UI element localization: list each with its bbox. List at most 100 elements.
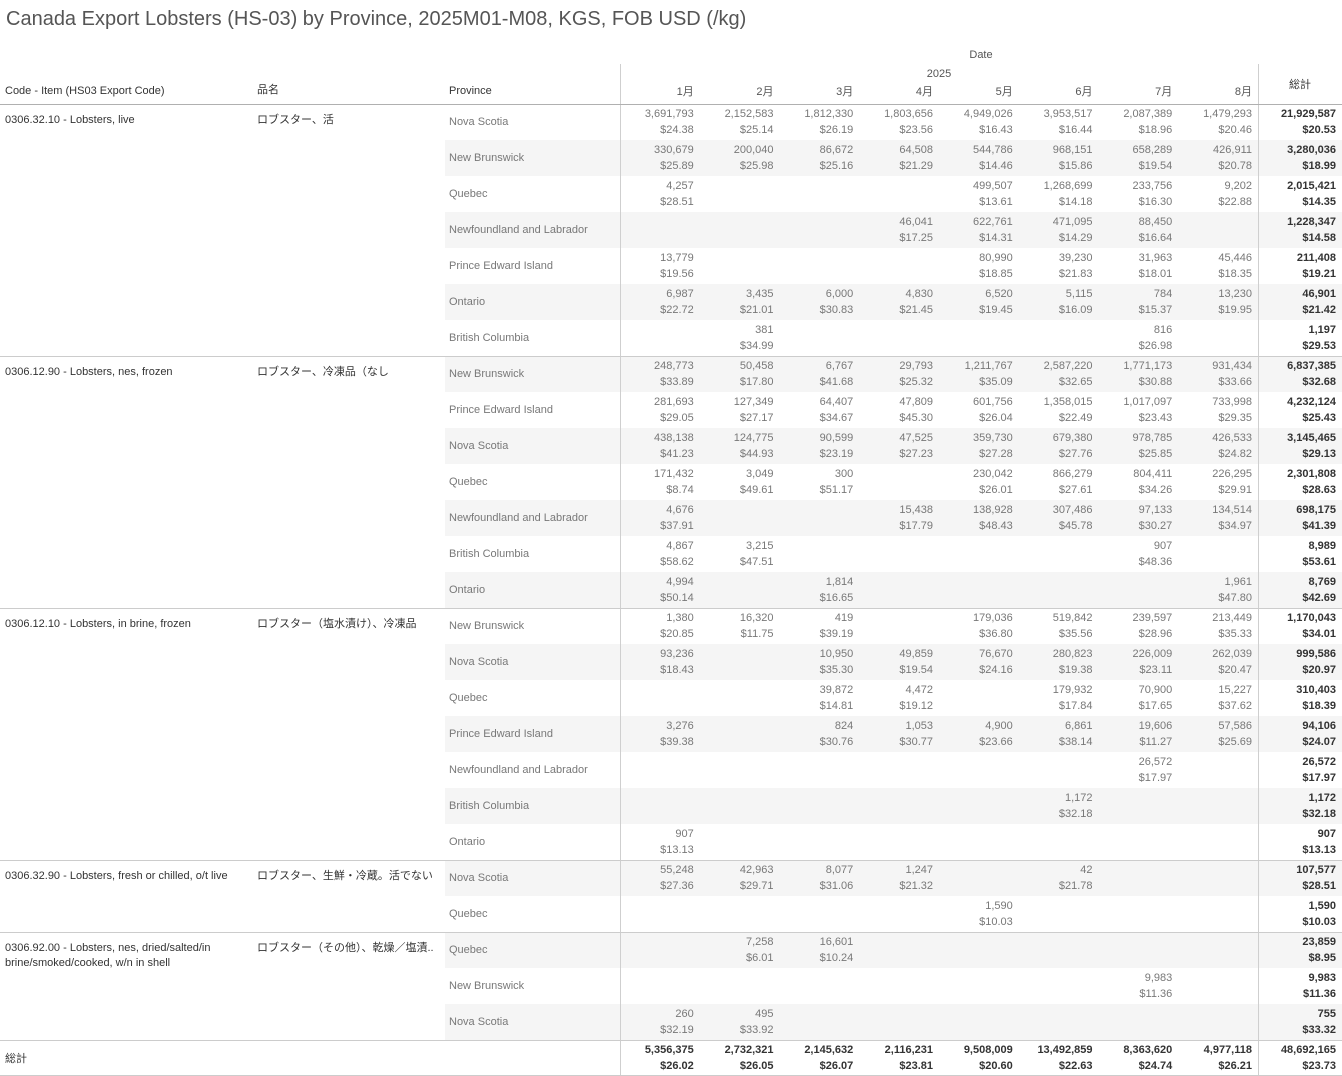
total-column-header[interactable]: 総計	[1289, 79, 1311, 91]
data-cell[interactable]: 213,449 $35.33	[1178, 608, 1258, 644]
data-cell[interactable]: 39,230 $21.83	[1019, 248, 1099, 284]
data-cell[interactable]: 1,812,330 $26.19	[780, 104, 860, 140]
data-cell[interactable]	[620, 752, 700, 788]
data-cell[interactable]	[859, 788, 939, 824]
data-cell[interactable]: 4,900 $23.66	[939, 716, 1019, 752]
row-total-cell[interactable]: 907 $13.13	[1258, 824, 1342, 860]
province-cell[interactable]: British Columbia	[449, 332, 530, 344]
row-total-cell[interactable]: 94,106 $24.07	[1258, 716, 1342, 752]
data-cell[interactable]	[1178, 212, 1258, 248]
data-cell[interactable]: 281,693 $29.05	[620, 392, 700, 428]
data-cell[interactable]: 3,435 $21.01	[699, 284, 780, 320]
data-cell[interactable]	[1019, 896, 1099, 932]
data-cell[interactable]	[859, 248, 939, 284]
data-cell[interactable]	[1178, 752, 1258, 788]
grand-total-cell[interactable]: 4,977,118 $26.21	[1178, 1040, 1258, 1076]
data-cell[interactable]	[700, 248, 780, 284]
data-cell[interactable]: 1,590 $10.03	[939, 896, 1019, 932]
data-cell[interactable]: 601,756 $26.04	[939, 392, 1019, 428]
data-cell[interactable]	[620, 968, 700, 1004]
data-cell[interactable]: 438,138 $41.23	[620, 428, 700, 464]
province-cell[interactable]: New Brunswick	[449, 980, 525, 992]
data-cell[interactable]: 10,950 $35.30	[779, 644, 860, 680]
data-cell[interactable]	[859, 1004, 939, 1040]
data-cell[interactable]: 6,767 $41.68	[779, 356, 860, 392]
data-cell[interactable]	[939, 536, 1019, 572]
data-cell[interactable]: 2,587,220 $32.65	[1018, 356, 1099, 392]
data-cell[interactable]: 3,276 $39.38	[620, 716, 700, 752]
data-cell[interactable]: 471,095 $14.29	[1018, 212, 1099, 248]
data-cell[interactable]: 15,438 $17.79	[859, 500, 939, 536]
data-cell[interactable]: 7,258 $6.01	[699, 932, 780, 968]
row-total-cell[interactable]: 46,901 $21.42	[1258, 284, 1342, 320]
month-header[interactable]: 5月	[995, 86, 1013, 98]
data-cell[interactable]: 519,842 $35.56	[1019, 608, 1099, 644]
grand-total-cell[interactable]: 8,363,620 $24.74	[1099, 1040, 1179, 1076]
data-cell[interactable]	[780, 536, 860, 572]
row-total-cell[interactable]: 755 $33.32	[1258, 1004, 1342, 1040]
data-cell[interactable]	[939, 320, 1019, 356]
data-cell[interactable]	[700, 968, 780, 1004]
row-total-cell[interactable]: 310,403 $18.39	[1258, 680, 1342, 716]
data-cell[interactable]	[779, 212, 860, 248]
province-cell[interactable]: Nova Scotia	[445, 428, 620, 464]
month-header[interactable]: 2月	[756, 86, 774, 98]
data-cell[interactable]: 88,450 $16.64	[1098, 212, 1179, 248]
data-cell[interactable]: 64,508 $21.29	[859, 140, 939, 176]
data-cell[interactable]: 42 $21.78	[1018, 860, 1099, 896]
row-total-cell[interactable]: 3,280,036 $18.99	[1258, 140, 1342, 176]
data-cell[interactable]	[1019, 320, 1099, 356]
data-cell[interactable]: 1,358,015 $22.49	[1019, 392, 1099, 428]
data-cell[interactable]	[859, 608, 939, 644]
province-cell[interactable]: Nova Scotia	[449, 116, 509, 128]
data-cell[interactable]	[859, 824, 939, 860]
row-total-cell[interactable]: 21,929,587 $20.53	[1258, 104, 1342, 140]
data-cell[interactable]: 733,998 $29.35	[1178, 392, 1258, 428]
data-cell[interactable]	[1019, 824, 1099, 860]
province-cell[interactable]: Quebec	[445, 932, 620, 968]
data-cell[interactable]: 9,983 $11.36	[1099, 968, 1179, 1004]
province-cell[interactable]: New Brunswick	[449, 620, 525, 632]
data-cell[interactable]	[1099, 896, 1179, 932]
data-cell[interactable]: 1,247 $21.32	[859, 860, 939, 896]
data-cell[interactable]: 658,289 $19.54	[1098, 140, 1179, 176]
province-cell[interactable]: Newfoundland and Labrador	[449, 764, 588, 776]
data-cell[interactable]: 42,963 $29.71	[699, 860, 780, 896]
data-cell[interactable]: 330,679 $25.89	[620, 140, 700, 176]
province-cell[interactable]: British Columbia	[445, 788, 620, 824]
data-cell[interactable]: 1,380 $20.85	[620, 608, 700, 644]
data-cell[interactable]	[939, 752, 1019, 788]
data-cell[interactable]: 47,525 $27.23	[859, 428, 939, 464]
data-cell[interactable]: 16,320 $11.75	[700, 608, 780, 644]
data-cell[interactable]	[1178, 536, 1258, 572]
data-cell[interactable]: 124,775 $44.93	[699, 428, 780, 464]
data-cell[interactable]	[699, 788, 780, 824]
row-total-cell[interactable]: 9,983 $11.36	[1258, 968, 1342, 1004]
month-header[interactable]: 7月	[1155, 86, 1173, 98]
data-cell[interactable]: 138,928 $48.43	[939, 500, 1019, 536]
data-cell[interactable]	[939, 788, 1019, 824]
data-cell[interactable]	[700, 752, 780, 788]
data-cell[interactable]: 57,586 $25.69	[1178, 716, 1258, 752]
data-cell[interactable]: 381 $34.99	[700, 320, 780, 356]
data-cell[interactable]: 280,823 $19.38	[1018, 644, 1099, 680]
data-cell[interactable]	[780, 248, 860, 284]
item-name-cell[interactable]: ロブスター（塩水漬け）、冷凍品	[255, 608, 445, 860]
data-cell[interactable]: 1,268,699 $14.18	[1019, 176, 1099, 212]
data-cell[interactable]	[780, 320, 860, 356]
data-cell[interactable]: 55,248 $27.36	[620, 860, 700, 896]
data-cell[interactable]	[859, 968, 939, 1004]
data-cell[interactable]: 97,133 $30.27	[1098, 500, 1179, 536]
data-cell[interactable]	[1019, 536, 1099, 572]
row-total-cell[interactable]: 6,837,385 $32.68	[1258, 356, 1342, 392]
item-name-cell[interactable]: ロブスター（その他）、乾燥／塩漬..	[255, 932, 445, 1040]
data-cell[interactable]	[1098, 860, 1179, 896]
province-cell[interactable]: Quebec	[449, 188, 488, 200]
month-header[interactable]: 3月	[836, 86, 854, 98]
data-cell[interactable]	[700, 680, 780, 716]
data-cell[interactable]: 2,152,583 $25.14	[700, 104, 780, 140]
data-cell[interactable]	[859, 536, 939, 572]
data-cell[interactable]: 1,803,656 $23.56	[859, 104, 939, 140]
province-cell[interactable]: Newfoundland and Labrador	[445, 212, 620, 248]
data-cell[interactable]: 200,040 $25.98	[699, 140, 780, 176]
